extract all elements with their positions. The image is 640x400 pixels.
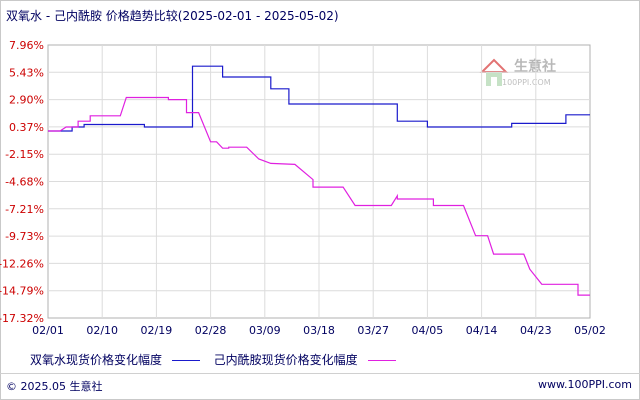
chart-title: 双氧水 - 己内酰胺 价格趋势比较(2025-02-01 - 2025-05-0…	[6, 9, 339, 23]
y-tick-label: -2.15%	[5, 148, 44, 161]
x-tick-label: 05/02	[574, 324, 606, 337]
legend-line-series2	[367, 360, 396, 361]
y-tick-label: 0.37%	[9, 121, 44, 134]
y-tick-label: 2.90%	[9, 94, 44, 107]
x-tick-label: 03/18	[303, 324, 335, 337]
x-tick-label: 02/01	[32, 324, 64, 337]
y-tick-label: -12.26%	[0, 257, 44, 270]
legend-label-series1: 双氧水现货价格变化幅度	[30, 353, 163, 367]
x-tick-label: 04/14	[466, 324, 498, 337]
legend: 双氧水现货价格变化幅度 己内酰胺现货价格变化幅度	[30, 351, 396, 368]
y-tick-label: 7.96%	[9, 39, 44, 52]
y-tick-label: -17.32%	[0, 312, 44, 325]
y-tick-label: -7.21%	[5, 203, 44, 216]
x-tick-label: 02/10	[86, 324, 118, 337]
y-tick-label: -9.73%	[5, 230, 44, 243]
x-tick-label: 02/19	[141, 324, 173, 337]
footer-url[interactable]: www.100PPI.com	[538, 378, 632, 391]
series-line-2	[48, 96, 590, 296]
footer-divider	[0, 373, 640, 374]
x-tick-label: 03/09	[249, 324, 281, 337]
y-tick-label: -4.68%	[5, 176, 44, 189]
footer-copyright: © 2025.05 生意社	[6, 380, 103, 393]
y-tick-label: -14.79%	[0, 285, 44, 298]
series-line-1	[48, 65, 590, 132]
watermark-brand: 生意社	[514, 59, 556, 75]
y-tick-label: 5.43%	[9, 66, 44, 79]
watermark-url: 100PPI.COM	[502, 78, 551, 87]
legend-line-series1	[171, 360, 200, 361]
x-tick-label: 04/23	[520, 324, 552, 337]
x-tick-label: 02/28	[195, 324, 227, 337]
legend-label-series2: 己内酰胺现货价格变化幅度	[213, 353, 358, 367]
x-tick-label: 03/27	[357, 324, 389, 337]
x-tick-label: 04/05	[412, 324, 444, 337]
